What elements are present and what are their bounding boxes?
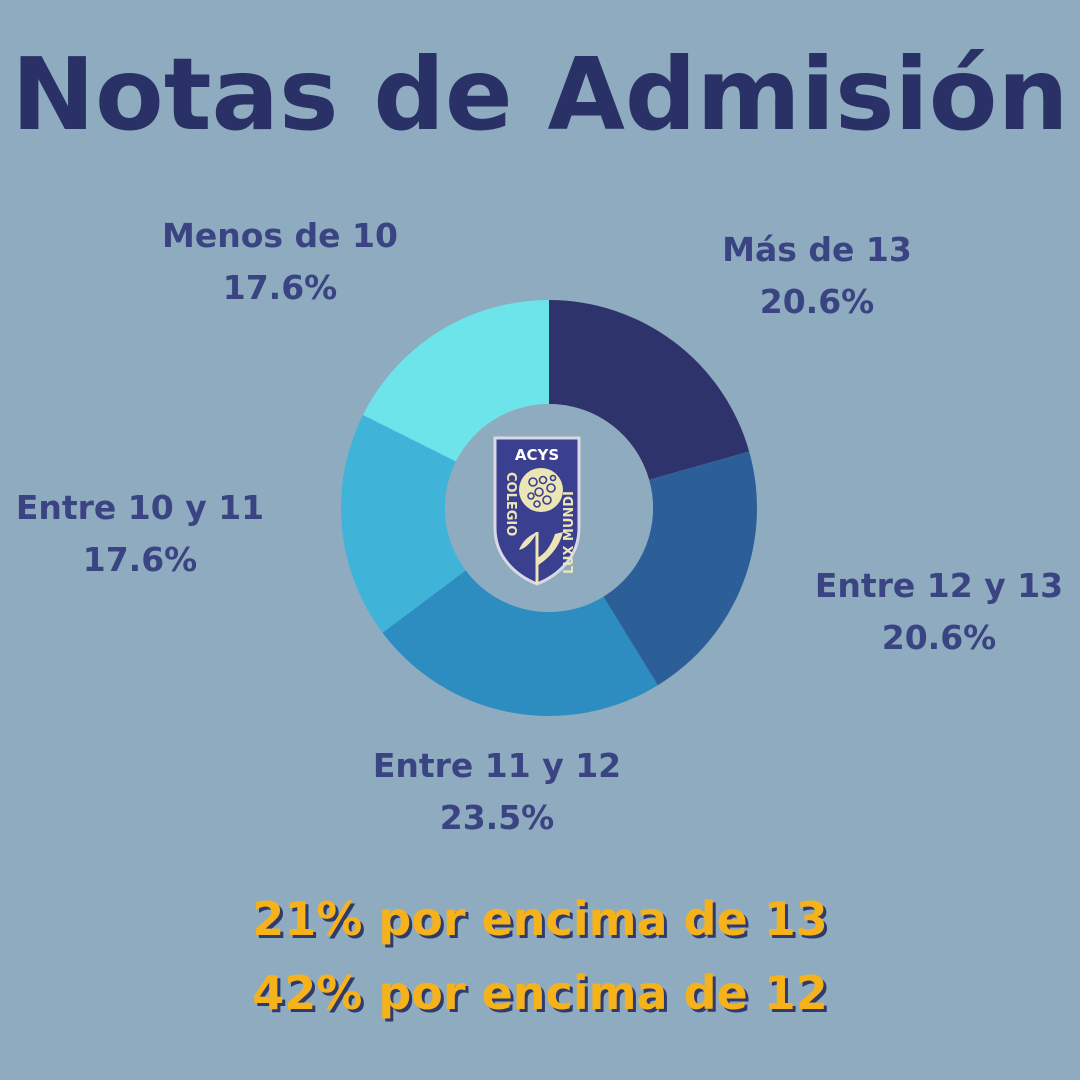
slice-label-name: Entre 12 y 13 — [814, 566, 1064, 605]
donut-slice-entre-11-y-12 — [382, 570, 658, 717]
school-logo: ACYS COLEGIO LUX MUNDI — [493, 436, 581, 586]
slice-label-name: Entre 11 y 12 — [372, 746, 622, 785]
slice-label-entre-11-y-12: Entre 11 y 12 23.5% — [337, 740, 657, 844]
summary-line-2: 42% por encima de 12 — [252, 966, 828, 1020]
donut-slice-entre-12-y-13 — [603, 451, 758, 686]
page-title: Notas de Admisión — [11, 36, 1069, 153]
slice-label-value: 20.6% — [759, 282, 875, 321]
slice-label-value: 20.6% — [881, 618, 997, 657]
donut-slice-entre-10-y-11 — [341, 414, 466, 633]
logo-top-text: ACYS — [515, 446, 559, 464]
slice-label-name: Más de 13 — [722, 230, 912, 269]
slice-label-entre-10-y-11: Entre 10 y 11 17.6% — [0, 482, 300, 586]
logo-left-text: COLEGIO — [503, 472, 518, 536]
donut-slice-mas-de-13 — [549, 300, 750, 480]
summary-line-1: 21% por encima de 13 — [252, 892, 828, 946]
logo-right-text: LUX MUNDI — [562, 491, 577, 574]
slice-label-value: 17.6% — [222, 268, 338, 307]
slice-label-mas-de-13: Más de 13 20.6% — [657, 224, 977, 328]
slice-label-menos-de-10: Menos de 10 17.6% — [120, 210, 440, 314]
slice-label-name: Entre 10 y 11 — [15, 488, 265, 527]
donut-slice-menos-de-10 — [362, 300, 549, 462]
slice-label-entre-12-y-13: Entre 12 y 13 20.6% — [779, 560, 1080, 664]
slice-label-name: Menos de 10 — [162, 216, 398, 255]
slice-label-value: 17.6% — [82, 540, 198, 579]
slice-label-value: 23.5% — [439, 798, 555, 837]
